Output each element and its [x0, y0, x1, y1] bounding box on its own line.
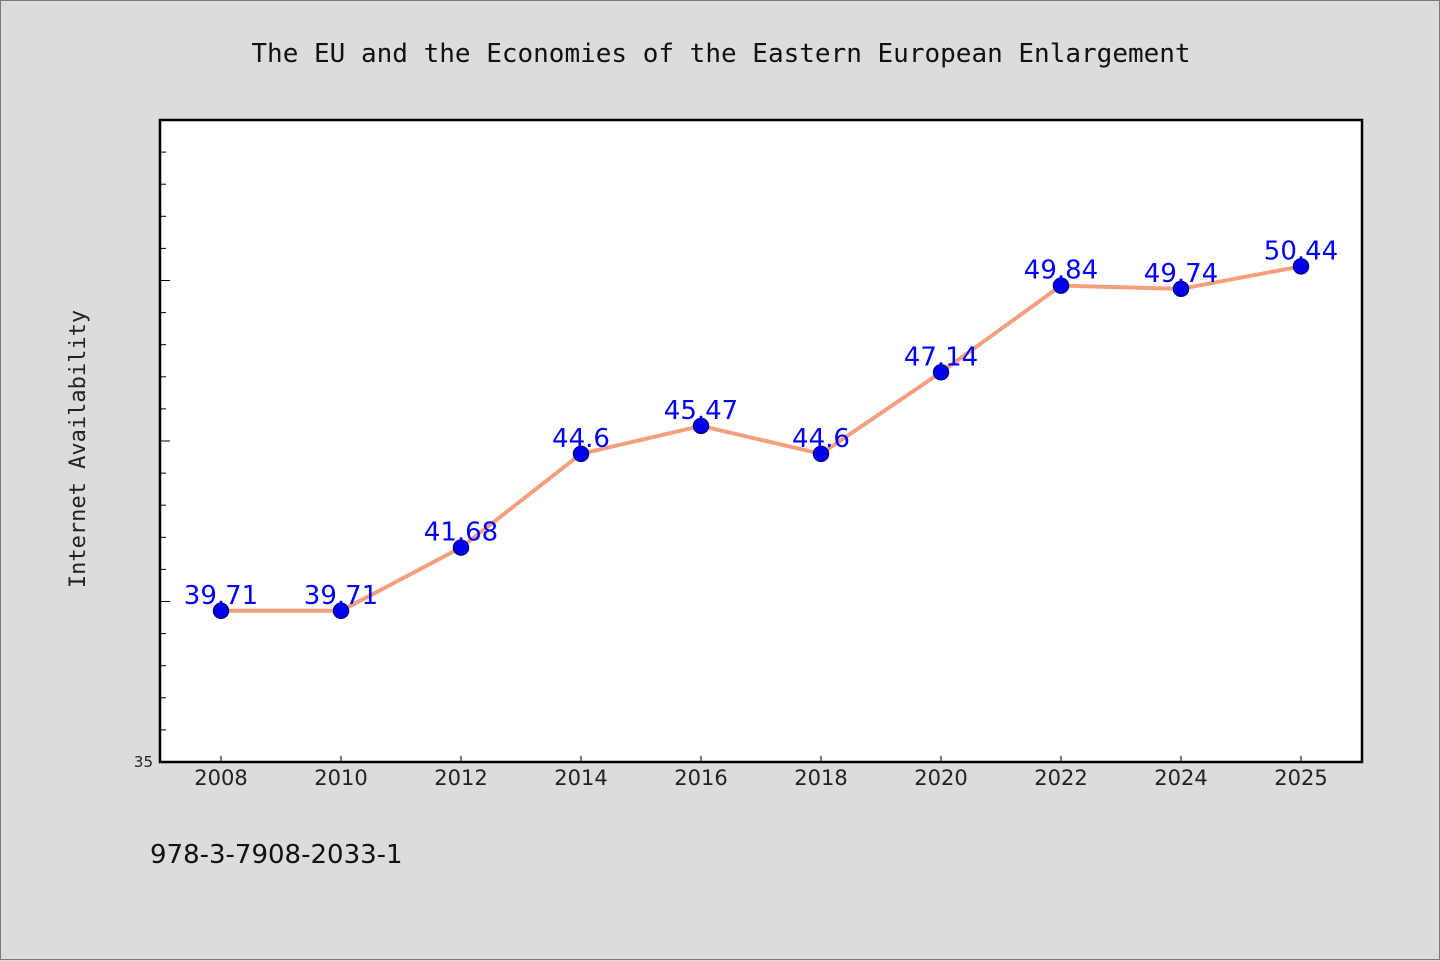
data-label: 47.14	[904, 342, 978, 372]
data-label: 49.74	[1144, 259, 1218, 289]
x-axis-ticks	[220, 756, 1302, 762]
data-point	[812, 445, 830, 463]
data-label: 39.71	[184, 581, 258, 611]
data-point	[932, 364, 950, 381]
y-tick-label-min: 35	[134, 753, 153, 771]
y-axis-ticks	[160, 151, 170, 731]
data-point	[452, 539, 470, 556]
x-tick-label: 2008	[194, 766, 247, 790]
x-tick-label: 2010	[314, 766, 367, 790]
data-label: 39.71	[304, 581, 378, 611]
x-tick-label: 2018	[794, 766, 847, 790]
data-label: 44.6	[792, 424, 850, 454]
data-label: 45.47	[664, 396, 738, 426]
data-point	[212, 602, 230, 620]
data-point	[1052, 277, 1070, 294]
data-labels: 39.71 39.71 41.68 44.6 45.47 44.6 47.14 49.84 49…	[184, 236, 1338, 610]
data-point	[1172, 280, 1190, 298]
data-point	[572, 445, 590, 463]
data-label: 44.6	[552, 424, 610, 454]
y-axis-label: Internet Availability	[66, 310, 91, 588]
data-point	[692, 417, 710, 435]
x-tick-label: 2012	[434, 766, 487, 790]
data-label: 41.68	[424, 518, 498, 548]
x-tick-label: 2024	[1154, 766, 1207, 790]
x-tick-label: 2025	[1274, 766, 1327, 790]
x-axis-labels: 2008 2010 2012 2014 2016 2018 2020 2022 2024 2025	[194, 766, 1327, 790]
isbn-footer: 978-3-7908-2033-1	[150, 840, 403, 870]
x-tick-label: 2016	[674, 766, 727, 790]
x-tick-label: 2014	[554, 766, 607, 790]
data-label: 49.84	[1024, 256, 1098, 286]
x-tick-label: 2020	[914, 766, 967, 790]
chart-title: The EU and the Economies of the Eastern …	[251, 39, 1190, 69]
x-tick-label: 2022	[1034, 766, 1087, 790]
data-point	[1292, 258, 1310, 275]
data-point	[332, 602, 350, 620]
series-line	[219, 264, 1303, 613]
series-layer	[212, 258, 1310, 620]
data-label: 50.44	[1264, 236, 1338, 266]
